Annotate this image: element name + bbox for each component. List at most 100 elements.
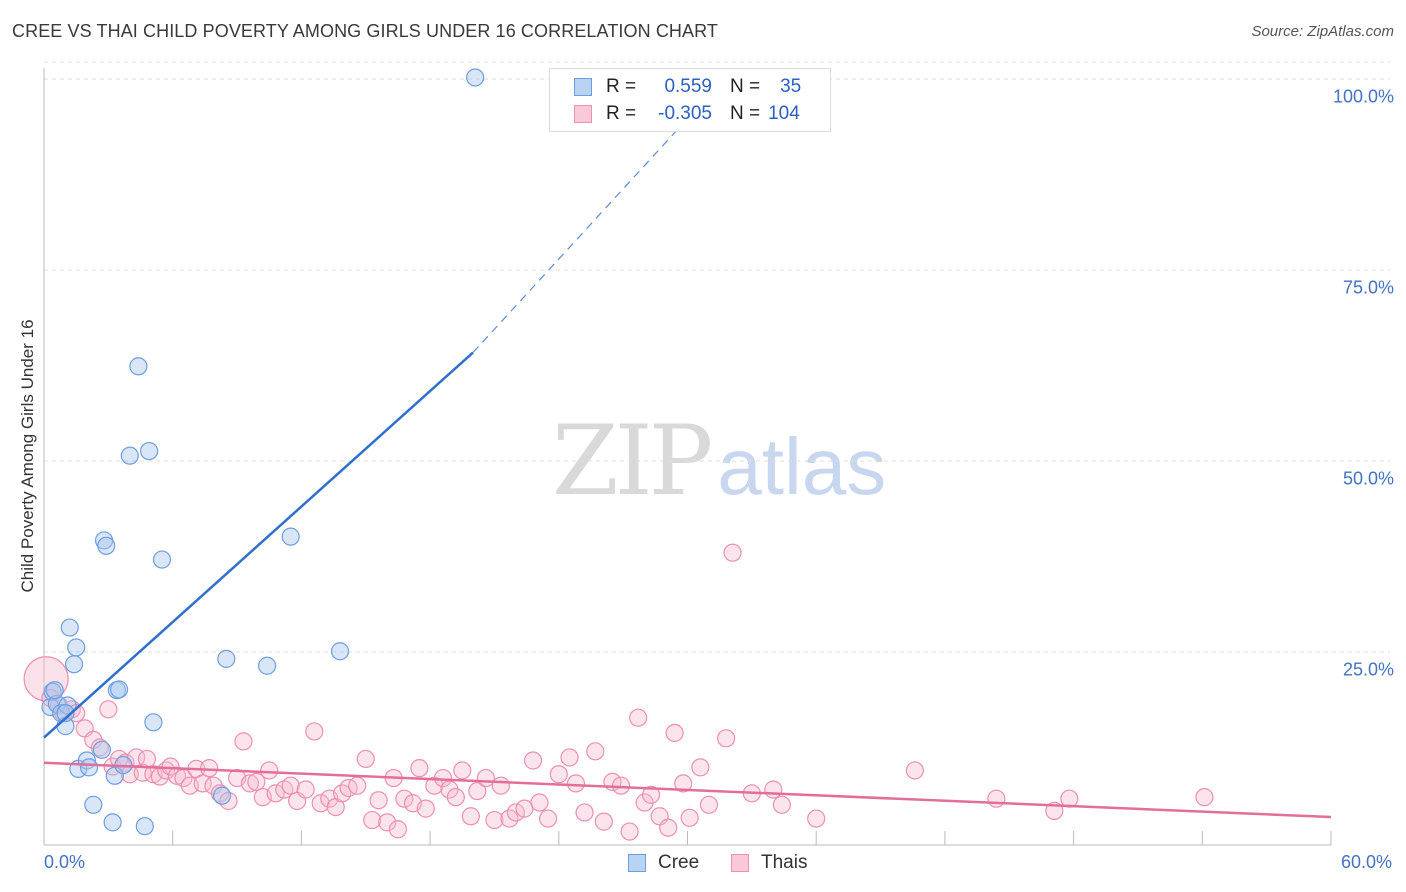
thai-r-label: R =: [606, 103, 637, 124]
thai-point: [674, 774, 693, 793]
thai-point: [566, 774, 586, 793]
thai-point: [369, 791, 388, 810]
thai-point: [491, 776, 510, 795]
cree-r-value: 0.559: [664, 76, 712, 97]
y-tick-label-75: 75.0%: [1342, 277, 1394, 298]
thai-point: [23, 656, 69, 702]
thai-point: [266, 784, 285, 803]
watermark: ZIP atlas: [552, 405, 886, 517]
thai-point: [538, 809, 558, 828]
thai-point: [468, 781, 487, 801]
thai-point: [453, 761, 472, 780]
cree-point: [67, 638, 86, 657]
cree-point: [140, 441, 159, 461]
thai-point: [987, 789, 1006, 808]
thai-point: [523, 751, 543, 770]
thai-point: [641, 785, 661, 804]
cree-point: [144, 713, 163, 732]
watermark-atlas: atlas: [717, 422, 887, 511]
thai-point: [691, 758, 710, 777]
stats-legend: R = 0.559 N = 35 R = -0.305 N = 104: [549, 68, 831, 132]
y-tick-label-25: 25.0%: [1342, 659, 1394, 680]
cree-point: [257, 656, 277, 675]
thai-point: [629, 708, 648, 727]
thai-point: [1195, 788, 1214, 807]
y-tick-label-100: 100.0%: [1332, 86, 1394, 107]
thai-swatch: [574, 105, 592, 123]
chart-title: CREE VS THAI CHILD POVERTY AMONG GIRLS U…: [12, 21, 718, 41]
cree-point: [64, 655, 84, 674]
cree-point: [56, 704, 75, 723]
thai-point: [586, 742, 605, 761]
thai-point: [764, 780, 783, 799]
thai-trend-line: [43, 761, 1332, 819]
thai-point: [506, 803, 526, 822]
thai-point: [620, 822, 639, 841]
thai-point: [305, 722, 324, 741]
cree-point: [129, 357, 148, 376]
thai-point: [296, 780, 315, 799]
thai-point: [594, 812, 613, 831]
thai-point: [665, 723, 684, 743]
thai-n-label: N =: [730, 103, 761, 124]
thai-point: [635, 793, 654, 812]
cree-point: [60, 618, 79, 637]
cree-point: [84, 795, 103, 814]
bottom-legend-thai: Thais: [731, 852, 807, 874]
thai-point: [378, 813, 397, 832]
cree-point: [120, 446, 139, 465]
cree-trend-line: [43, 351, 474, 739]
thai-point: [240, 774, 260, 793]
cree-point: [97, 536, 116, 555]
thai-point: [476, 768, 495, 788]
cree-point: [92, 740, 112, 759]
thai-point: [772, 795, 791, 814]
thai-legend-swatch: [731, 854, 749, 872]
cree-legend-label: Cree: [658, 852, 700, 873]
thai-point: [247, 772, 266, 791]
thai-point: [549, 765, 568, 784]
thai-point: [723, 543, 742, 562]
thai-point: [99, 700, 118, 719]
thai-r-value: -0.305: [658, 103, 712, 124]
cree-point: [466, 68, 485, 87]
cree-point: [109, 680, 129, 699]
cree-legend-swatch: [628, 854, 646, 872]
thai-point: [461, 807, 480, 826]
thai-point: [90, 738, 109, 757]
thai-point: [193, 774, 212, 793]
source-label: Source: ZipAtlas.com: [1251, 23, 1394, 40]
cree-point: [103, 813, 122, 832]
cree-n-label: N =: [730, 76, 761, 97]
thai-point: [260, 761, 279, 780]
cree-point: [45, 681, 64, 700]
cree-point: [79, 758, 99, 777]
x-tick-label-max: 60.0%: [1340, 852, 1392, 872]
thai-point: [410, 759, 429, 778]
thai-legend-label: Thais: [761, 852, 808, 873]
thai-point: [485, 810, 504, 830]
cree-n-value: 35: [780, 76, 802, 97]
y-tick-label-50: 50.0%: [1342, 468, 1394, 489]
thai-point: [200, 759, 219, 778]
thai-point: [395, 789, 414, 808]
thai-point: [575, 803, 594, 822]
bottom-legend-cree: Cree: [628, 852, 699, 874]
cree-point: [212, 786, 232, 805]
thai-point: [388, 820, 408, 839]
cree-r-label: R =: [606, 76, 637, 97]
legend-row-cree: R = 0.559 N = 35: [574, 76, 801, 98]
thai-point: [717, 729, 736, 748]
cree-point: [135, 817, 154, 836]
thai-point: [807, 809, 826, 828]
cree-point: [281, 527, 300, 546]
thai-point: [699, 795, 719, 814]
thai-n-value: 104: [768, 103, 800, 124]
thai-point: [356, 749, 375, 769]
cree-point: [152, 550, 172, 569]
cree-point: [217, 649, 236, 668]
cree-point: [330, 642, 350, 661]
thai-point: [530, 793, 549, 812]
thai-point: [680, 808, 699, 827]
